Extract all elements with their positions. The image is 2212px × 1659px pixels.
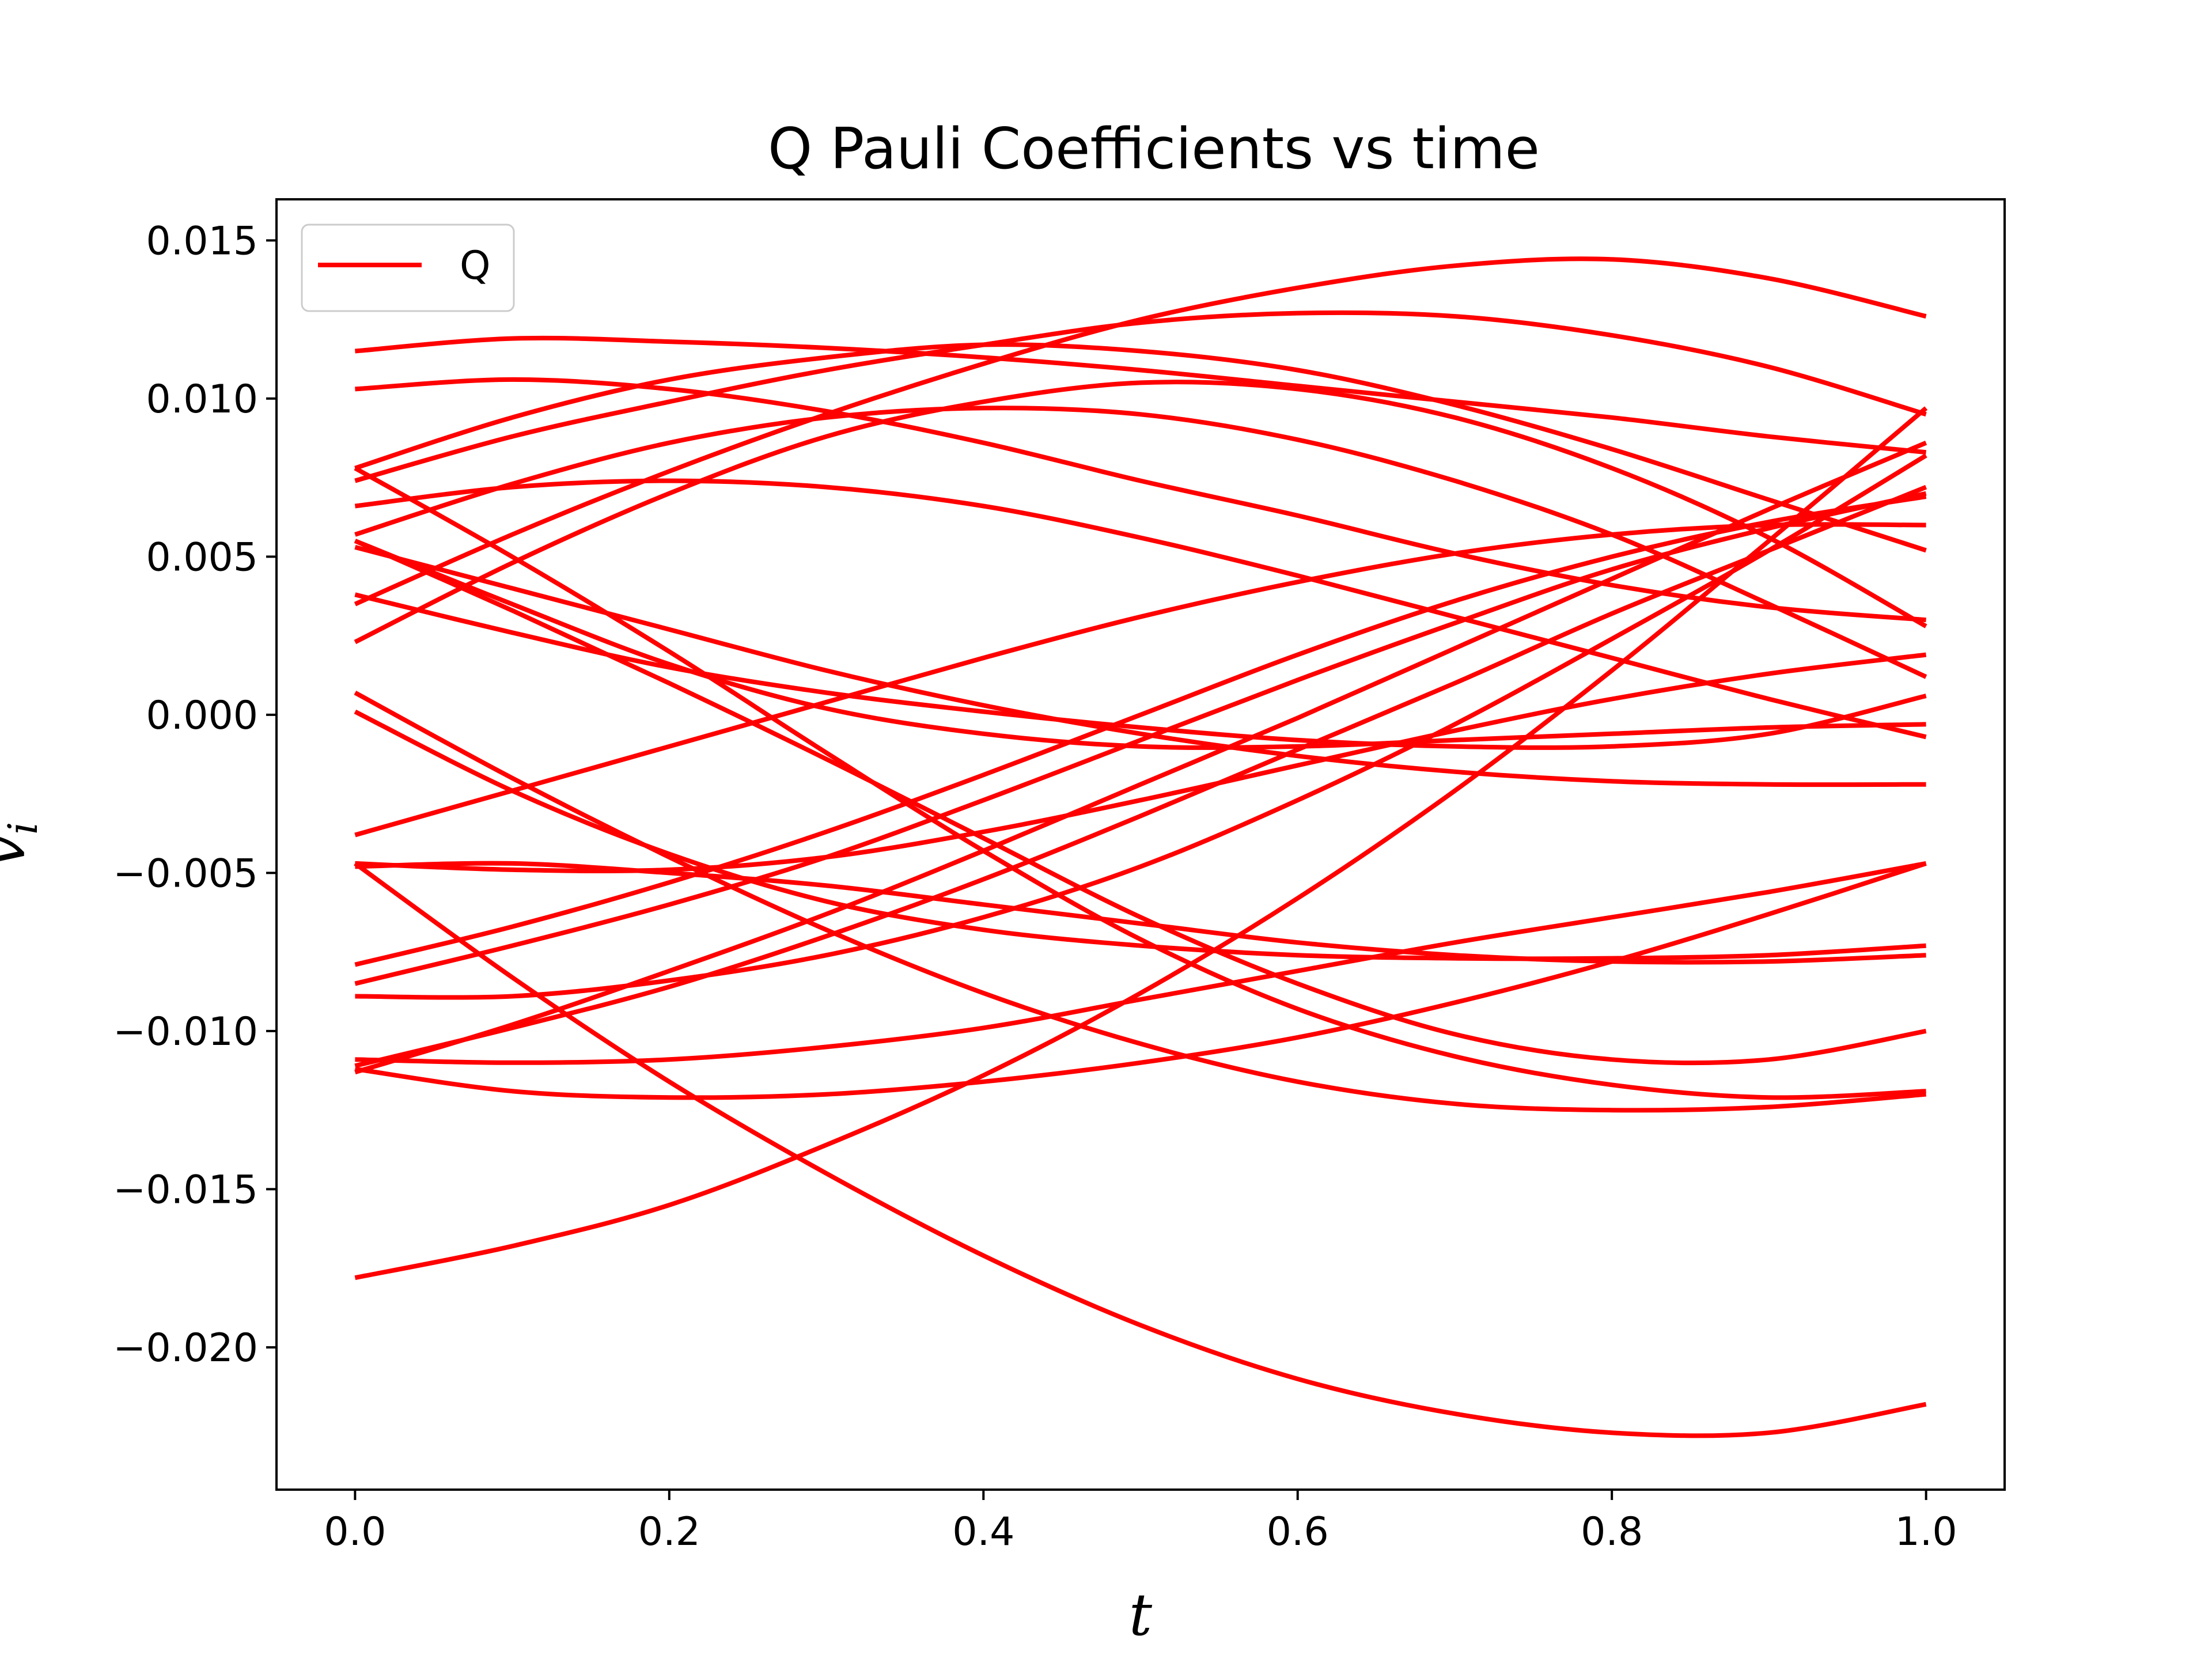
series-line-10	[354, 256, 1927, 607]
series-line-13	[354, 539, 1927, 1066]
x-axis-label: t	[1129, 1581, 1153, 1649]
series-line-4	[354, 310, 1927, 483]
series-line-18	[355, 652, 1927, 874]
y-axis-label-subscript: i	[0, 822, 47, 835]
series-line-16	[354, 522, 1926, 838]
series-line-14	[354, 690, 1926, 1113]
y-tick-label: 0.005	[146, 535, 258, 580]
series-line-5	[354, 478, 1927, 740]
y-axis: 0.015 0.010 0.005 0.000 −0.005 −0.010 −0.015 −0…	[113, 218, 276, 1371]
legend: Q	[301, 224, 515, 312]
y-tick-label: −0.010	[113, 1009, 258, 1055]
y-tick-label: 0.000	[146, 693, 258, 738]
plot-frame	[275, 198, 2006, 1491]
series-line-1	[355, 335, 1927, 455]
x-tick-label: 0.8	[1581, 1509, 1643, 1555]
series-line-25	[354, 441, 1927, 1075]
series-line-24	[354, 484, 1927, 1069]
series-line-26	[354, 861, 1927, 1100]
x-tick-label: 0.2	[638, 1509, 700, 1555]
legend-label-q: Q	[460, 243, 491, 289]
series-line-23	[355, 861, 1927, 1065]
series-line-19	[354, 861, 1927, 1438]
series-line-20	[354, 494, 1927, 967]
series-line-3	[354, 342, 1927, 553]
x-tick-label: 0.0	[324, 1509, 386, 1555]
series-line-21	[354, 491, 1927, 986]
series-line-12	[354, 466, 1926, 1100]
x-tick-label: 1.0	[1895, 1509, 1957, 1555]
series-line-11	[354, 380, 1927, 645]
y-tick-label: 0.010	[146, 377, 258, 422]
y-axis-label: vi	[0, 822, 47, 868]
y-tick-label: 0.015	[146, 218, 258, 264]
series-line-7	[354, 539, 1926, 750]
x-tick-label: 0.4	[952, 1509, 1014, 1555]
legend-box	[301, 224, 515, 312]
series-line-27	[354, 406, 1928, 1281]
y-tick-label: −0.005	[113, 851, 258, 896]
series-line-6	[354, 406, 1927, 679]
y-tick-label: −0.015	[113, 1167, 258, 1213]
y-tick-label: −0.020	[113, 1325, 258, 1371]
x-axis: 0.0 0.2 0.4 0.6 0.8 1.0	[324, 1490, 1957, 1555]
series-line-8	[354, 545, 1926, 787]
series-line-15	[354, 709, 1926, 961]
x-tick-label: 0.6	[1267, 1509, 1329, 1555]
plot-lines	[354, 256, 1928, 1438]
chart-title: Q Pauli Coefficients vs time	[768, 116, 1540, 182]
series-line-9	[354, 592, 1927, 750]
y-axis-label-main: v	[0, 835, 38, 868]
